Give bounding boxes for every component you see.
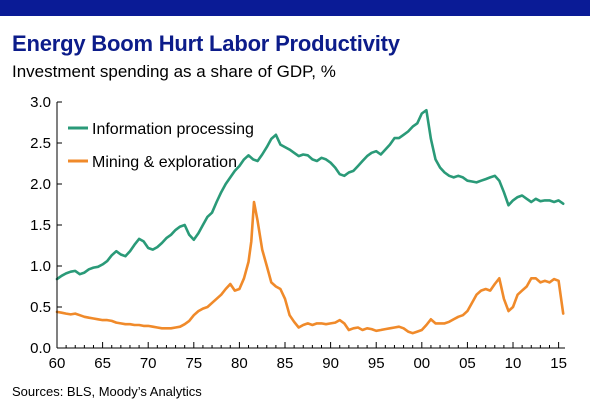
y-tick-label: 3.0 xyxy=(30,94,51,111)
chart-title: Energy Boom Hurt Labor Productivity xyxy=(12,31,400,56)
x-tick-label: 95 xyxy=(368,355,385,372)
x-tick-label: 65 xyxy=(94,355,111,372)
x-tick-label: 85 xyxy=(277,355,294,372)
x-tick-label: 75 xyxy=(185,355,202,372)
y-tick-label: 0.0 xyxy=(30,340,51,357)
x-tick-label: 80 xyxy=(231,355,248,372)
x-tick-label: 90 xyxy=(322,355,339,372)
legend-label-0: Information processing xyxy=(92,121,254,138)
y-tick-label: 1.0 xyxy=(30,258,51,275)
series-layer xyxy=(55,108,565,335)
y-tick-label: 1.5 xyxy=(30,217,51,234)
x-tick-label: 60 xyxy=(49,355,66,372)
series-line-1 xyxy=(55,200,565,335)
x-tick-label: 10 xyxy=(505,355,522,372)
chart-subtitle: Investment spending as a share of GDP, % xyxy=(12,62,336,81)
series-line-0 xyxy=(55,108,565,281)
x-tick-label: 00 xyxy=(413,355,430,372)
source-note: Sources: BLS, Moody’s Analytics xyxy=(12,384,202,399)
y-tick-label: 2.5 xyxy=(30,135,51,152)
legend-label-1: Mining & exploration xyxy=(92,154,237,171)
y-tick-label: 0.5 xyxy=(30,299,51,316)
x-tick-label: 70 xyxy=(140,355,157,372)
legend: Information processing Mining & explorati… xyxy=(68,121,254,171)
x-tick-label: 05 xyxy=(459,355,476,372)
axes-layer xyxy=(56,102,565,349)
x-tick-label: 15 xyxy=(550,355,567,372)
ticks-layer: 0.0 0.5 1.0 1.5 2.0 2.5 3.0 60 65 70 75 80 85 90 95 00 0… xyxy=(30,94,567,372)
top-accent-bar xyxy=(0,0,590,16)
y-tick-label: 2.0 xyxy=(30,176,51,193)
